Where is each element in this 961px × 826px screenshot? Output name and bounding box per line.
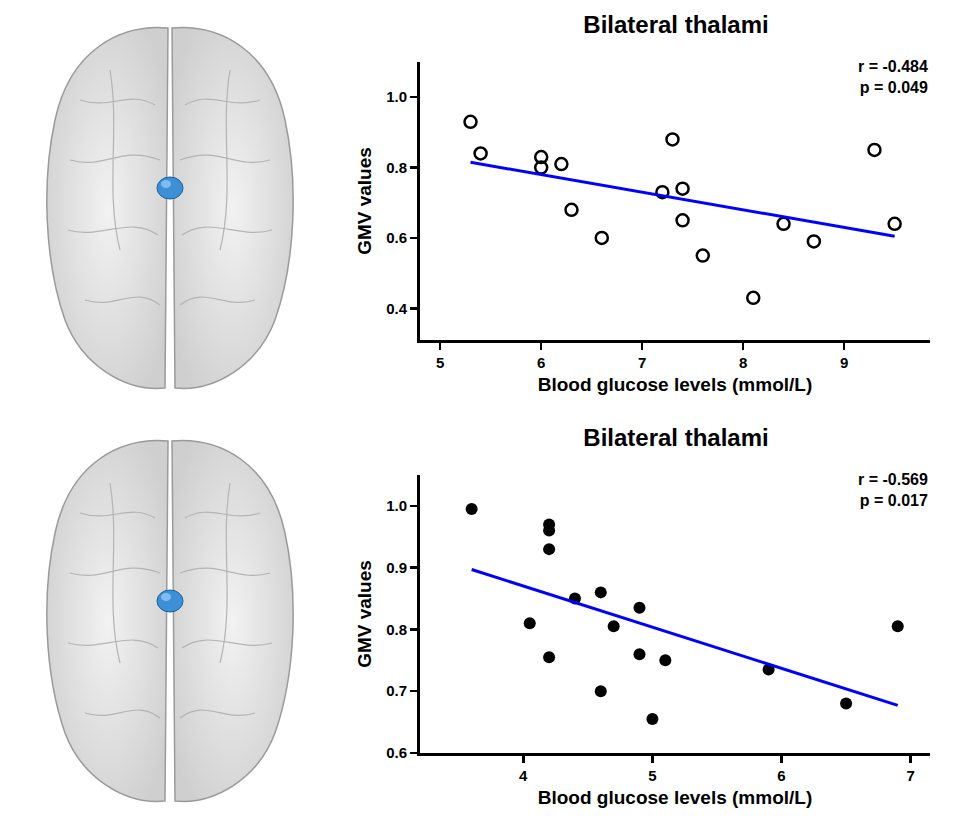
- svg-text:7: 7: [638, 354, 646, 371]
- svg-text:Bilateral thalami: Bilateral thalami: [583, 424, 768, 451]
- svg-text:9: 9: [840, 354, 848, 371]
- svg-text:0.9: 0.9: [386, 559, 407, 576]
- svg-text:Blood glucose levels (mmol/L): Blood glucose levels (mmol/L): [538, 374, 813, 395]
- svg-text:5: 5: [648, 767, 656, 784]
- svg-text:0.6: 0.6: [386, 229, 407, 246]
- svg-text:4: 4: [519, 767, 528, 784]
- svg-text:0.7: 0.7: [386, 682, 407, 699]
- svg-text:Blood glucose levels (mmol/L): Blood glucose levels (mmol/L): [538, 787, 813, 808]
- svg-text:5: 5: [436, 354, 444, 371]
- svg-text:0.8: 0.8: [386, 621, 407, 638]
- svg-text:GMV values: GMV values: [354, 147, 375, 255]
- svg-text:1.0: 1.0: [386, 497, 407, 514]
- svg-text:0.8: 0.8: [386, 159, 407, 176]
- svg-text:1.0: 1.0: [386, 88, 407, 105]
- svg-text:GMV values: GMV values: [354, 560, 375, 668]
- svg-text:6: 6: [777, 767, 785, 784]
- svg-text:6: 6: [537, 354, 545, 371]
- svg-text:7: 7: [906, 767, 914, 784]
- svg-text:0.4: 0.4: [386, 300, 408, 317]
- svg-text:r = -0.569p = 0.017: r = -0.569p = 0.017: [858, 471, 928, 509]
- svg-text:8: 8: [739, 354, 747, 371]
- svg-text:r = -0.484p = 0.049: r = -0.484p = 0.049: [858, 58, 928, 96]
- svg-text:Bilateral thalami: Bilateral thalami: [583, 11, 768, 38]
- svg-text:0.6: 0.6: [386, 744, 407, 761]
